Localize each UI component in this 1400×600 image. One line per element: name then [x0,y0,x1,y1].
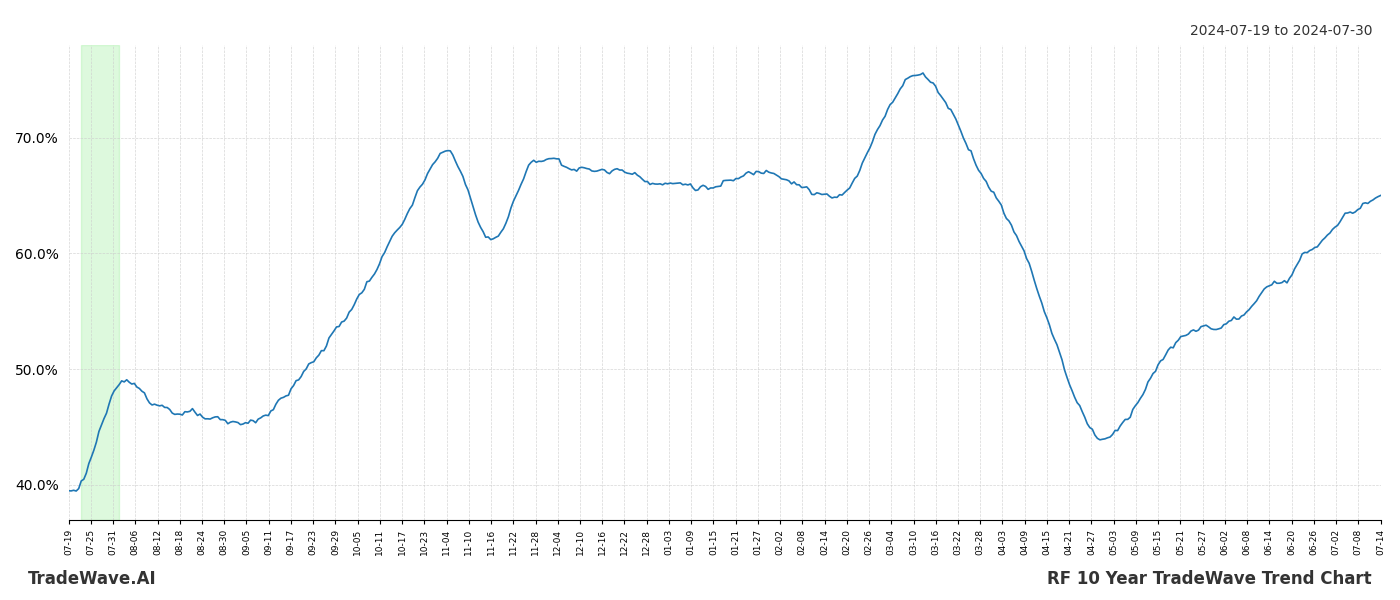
Text: RF 10 Year TradeWave Trend Chart: RF 10 Year TradeWave Trend Chart [1047,570,1372,588]
Text: 2024-07-19 to 2024-07-30: 2024-07-19 to 2024-07-30 [1190,24,1372,38]
Bar [81,45,119,520]
Text: TradeWave.AI: TradeWave.AI [28,570,157,588]
